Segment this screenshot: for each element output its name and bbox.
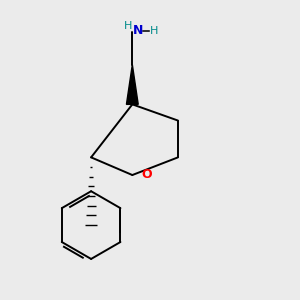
Text: N: N: [133, 24, 143, 37]
Polygon shape: [126, 64, 138, 104]
Text: H: H: [124, 21, 132, 31]
Text: H: H: [150, 26, 159, 36]
Text: O: O: [141, 168, 152, 181]
